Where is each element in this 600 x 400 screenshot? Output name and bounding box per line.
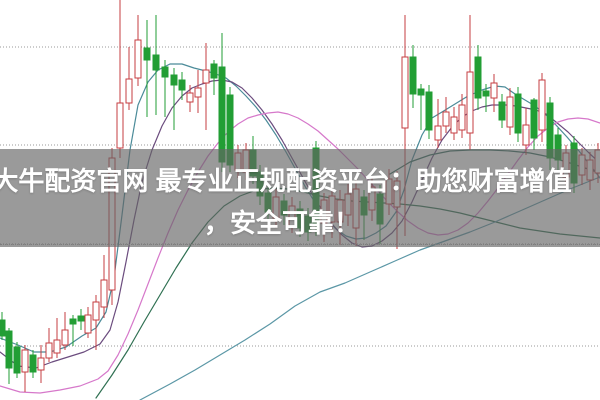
promo-banner: 大牛配资官网 最专业正规配资平台：助您财富增值 ，安全可靠！	[0, 149, 600, 247]
banner-text: 大牛配资官网 最专业正规配资平台：助您财富增值 ，安全可靠！	[0, 149, 582, 247]
gridline-overlay	[0, 244, 600, 245]
banner-line2: ，安全可靠！	[203, 208, 360, 238]
banner-line1: 大牛配资官网 最专业正规配资平台：助您财富增值	[0, 166, 572, 196]
